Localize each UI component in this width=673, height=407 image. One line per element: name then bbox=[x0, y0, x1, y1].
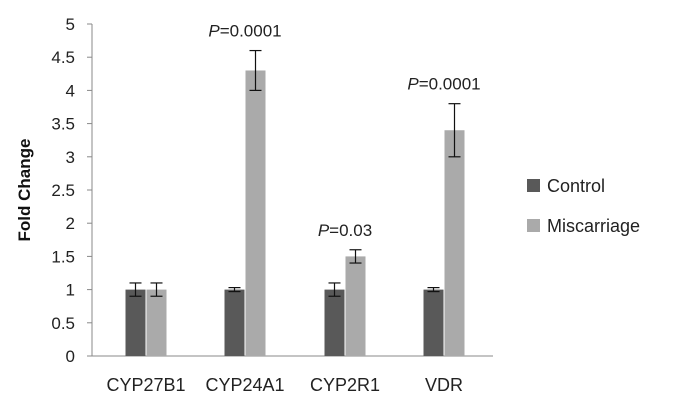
category-labels: CYP27B1 CYP24A1 CYP2R1 VDR bbox=[106, 375, 463, 395]
y-tick-label: 0.5 bbox=[51, 314, 75, 333]
p-value-number: =0.0001 bbox=[419, 75, 481, 94]
bar-miscarriage-cyp24a1 bbox=[245, 70, 266, 356]
bar-miscarriage-vdr bbox=[444, 130, 465, 356]
x-tick-label: CYP24A1 bbox=[205, 375, 284, 395]
y-tick-label: 2.5 bbox=[51, 181, 75, 200]
x-tick-label: VDR bbox=[425, 375, 463, 395]
y-tick-label: 4 bbox=[66, 81, 75, 100]
p-value-label: P=0.0001 bbox=[407, 75, 480, 94]
legend-label-miscarriage: Miscarriage bbox=[547, 216, 640, 236]
y-axis-label: Fold Change bbox=[15, 139, 34, 242]
x-tick-label: CYP27B1 bbox=[106, 375, 185, 395]
legend-label-control: Control bbox=[547, 176, 605, 196]
legend-swatch-miscarriage bbox=[527, 219, 540, 232]
p-value-symbol: P bbox=[208, 22, 220, 41]
y-axis-ticks: 0 0.5 1 1.5 2 2.5 3 3.5 4 4.5 5 bbox=[51, 15, 92, 366]
p-value-label: P=0.03 bbox=[318, 221, 372, 240]
y-tick-label: 5 bbox=[66, 15, 75, 34]
p-value-symbol: P bbox=[318, 221, 330, 240]
legend: Control Miscarriage bbox=[527, 176, 640, 236]
p-value-symbol: P bbox=[407, 75, 419, 94]
y-tick-label: 3 bbox=[66, 148, 75, 167]
p-value-number: =0.0001 bbox=[220, 22, 282, 41]
y-tick-label: 0 bbox=[66, 347, 75, 366]
bars bbox=[125, 70, 465, 356]
y-tick-label: 3.5 bbox=[51, 115, 75, 134]
bar-miscarriage-cyp2r1 bbox=[345, 256, 366, 356]
y-tick-label: 4.5 bbox=[51, 48, 75, 67]
x-tick-label: CYP2R1 bbox=[310, 375, 380, 395]
legend-swatch-control bbox=[527, 179, 540, 192]
error-bars bbox=[129, 49, 461, 297]
y-tick-label: 1 bbox=[66, 281, 75, 300]
bar-control-cyp2r1 bbox=[324, 289, 345, 356]
p-value-number: =0.03 bbox=[329, 221, 372, 240]
bar-control-vdr bbox=[423, 289, 444, 356]
p-value-label: P=0.0001 bbox=[208, 22, 281, 41]
y-tick-label: 1.5 bbox=[51, 247, 75, 266]
y-tick-label: 2 bbox=[66, 214, 75, 233]
bar-control-cyp27b1 bbox=[125, 289, 146, 356]
bar-miscarriage-cyp27b1 bbox=[146, 289, 167, 356]
bar-control-cyp24a1 bbox=[224, 289, 245, 356]
